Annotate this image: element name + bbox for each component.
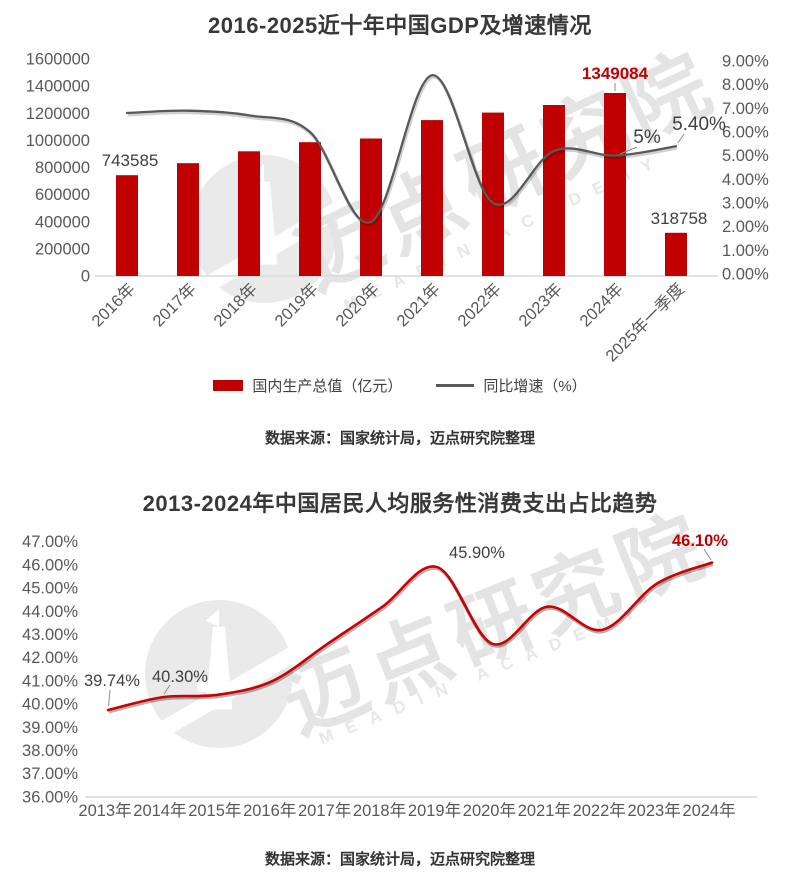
growth-line bbox=[125, 74, 678, 224]
gdp-bar bbox=[360, 138, 382, 276]
right-axis-tick-label: 9.00% bbox=[722, 53, 769, 71]
y-axis-tick-label: 45.00% bbox=[22, 580, 78, 598]
right-axis-tick-label: 0.00% bbox=[722, 266, 769, 284]
left-axis-tick-label: 1600000 bbox=[26, 51, 90, 69]
left-axis-tick-label: 800000 bbox=[35, 159, 90, 177]
x-axis-tick-label: 2022年 bbox=[454, 279, 505, 330]
line-data-label: 5% bbox=[633, 127, 661, 148]
y-axis-tick-label: 39.00% bbox=[22, 719, 78, 737]
gdp-chart-legend: 国内生产总值（亿元） 同比增速（%） bbox=[0, 375, 800, 395]
gdp-combo-chart: 0 200000 400000 600000 800000 1000000 1200000 1… bbox=[26, 51, 769, 366]
y-axis-tick-label: 40.00% bbox=[22, 696, 78, 714]
y-axis-tick-label: 37.00% bbox=[22, 765, 78, 783]
point-data-label: 46.10% bbox=[672, 532, 728, 550]
bar-data-label: 318758 bbox=[651, 209, 708, 228]
x-axis-tick-label: 2024年 bbox=[576, 279, 627, 330]
gdp-bar bbox=[116, 175, 138, 276]
point-data-label: 40.30% bbox=[152, 668, 208, 686]
x-axis-tick-label: 2019年 bbox=[271, 279, 322, 330]
y-axis-tick-label: 43.00% bbox=[22, 626, 78, 644]
data-source-note: 数据来源：国家统计局，迈点研究院整理 bbox=[264, 851, 535, 868]
bar-data-label: 743585 bbox=[102, 151, 159, 170]
right-axis-tick-label: 5.00% bbox=[722, 147, 769, 165]
x-axis-tick-label: 2020年 bbox=[332, 279, 383, 330]
left-axis-tick-label: 200000 bbox=[35, 240, 90, 258]
service-share-line-chart: 47.00% 46.00% 45.00% 44.00% 43.00% 42.00% 41.0… bbox=[22, 532, 757, 820]
point-data-label: 39.74% bbox=[84, 672, 140, 690]
data-source-note: 数据来源：国家统计局，迈点研究院整理 bbox=[264, 430, 535, 447]
legend-bar-swatch bbox=[213, 379, 244, 391]
right-axis-tick-label: 8.00% bbox=[722, 76, 769, 94]
x-axis-tick-label: 2019年 bbox=[408, 801, 461, 820]
x-axis-tick-label: 2024年 bbox=[682, 801, 735, 820]
y-axis-tick-label: 44.00% bbox=[22, 603, 78, 621]
x-axis-tick-label: 2018年 bbox=[210, 279, 261, 330]
gdp-bar bbox=[238, 151, 260, 276]
x-axis-tick-label: 2017年 bbox=[149, 279, 200, 330]
gdp-bar bbox=[604, 93, 626, 276]
point-data-label: 45.90% bbox=[449, 544, 505, 562]
left-axis-tick-label: 1000000 bbox=[26, 132, 90, 150]
line-data-label: 5.40% bbox=[672, 114, 726, 135]
x-axis-tick-label: 2020年 bbox=[463, 801, 516, 820]
right-axis-tick-label: 4.00% bbox=[722, 171, 769, 189]
gdp-bar bbox=[421, 120, 443, 276]
right-axis-tick-label: 7.00% bbox=[722, 100, 769, 118]
y-axis-tick-label: 47.00% bbox=[22, 533, 78, 551]
x-axis-tick-label: 2023年 bbox=[515, 279, 566, 330]
y-axis-tick-label: 36.00% bbox=[22, 788, 78, 806]
x-axis-tick-label: 2023年 bbox=[627, 801, 680, 820]
x-axis-tick-label: 2015年 bbox=[188, 801, 241, 820]
y-axis-tick-label: 42.00% bbox=[22, 649, 78, 667]
x-axis-tick-label: 2016年 bbox=[88, 279, 139, 330]
right-axis-tick-label: 3.00% bbox=[722, 195, 769, 213]
left-axis-tick-label: 1200000 bbox=[26, 105, 90, 123]
right-axis-tick-label: 1.00% bbox=[722, 242, 769, 260]
gdp-bar bbox=[665, 232, 687, 276]
left-axis-tick-label: 600000 bbox=[35, 186, 90, 204]
left-axis-tick-label: 400000 bbox=[35, 213, 90, 231]
y-axis-tick-label: 38.00% bbox=[22, 742, 78, 760]
left-axis-tick-label: 0 bbox=[81, 268, 90, 286]
legend-bar-label: 国内生产总值（亿元） bbox=[252, 377, 403, 395]
right-axis-tick-label: 2.00% bbox=[722, 218, 769, 236]
right-axis-tick-label: 6.00% bbox=[722, 124, 769, 142]
y-axis-tick-label: 46.00% bbox=[22, 556, 78, 574]
gdp-bar bbox=[543, 105, 565, 276]
x-axis-tick-label: 2022年 bbox=[573, 801, 626, 820]
label-leader-line bbox=[163, 684, 171, 695]
gdp-bar bbox=[177, 163, 199, 276]
service-chart-title: 2013-2024年中国居民人均服务性消费支出占比趋势 bbox=[142, 491, 658, 516]
x-axis-tick-label: 2021年 bbox=[518, 801, 571, 820]
x-axis-tick-label: 2016年 bbox=[243, 801, 296, 820]
gdp-chart-title: 2016-2025近十年中国GDP及增速情况 bbox=[208, 13, 592, 38]
label-leader-line bbox=[108, 689, 111, 707]
x-axis-tick-label: 2021年 bbox=[393, 279, 444, 330]
legend-line-swatch bbox=[436, 383, 475, 387]
label-leader-line bbox=[619, 146, 638, 155]
label-leader-line bbox=[703, 548, 712, 561]
label-leader-line bbox=[677, 133, 685, 144]
left-axis-tick-label: 1400000 bbox=[26, 78, 90, 96]
x-axis-tick-label: 2017年 bbox=[298, 801, 351, 820]
x-axis-tick-label: 2018年 bbox=[353, 801, 406, 820]
legend-line-label: 同比增速（%） bbox=[483, 377, 587, 395]
y-axis-tick-label: 41.00% bbox=[22, 672, 78, 690]
bar-data-label: 1349084 bbox=[582, 64, 649, 83]
x-axis-tick-label: 2014年 bbox=[133, 801, 186, 820]
gdp-bar bbox=[482, 112, 504, 276]
x-axis-tick-label: 2013年 bbox=[78, 801, 131, 820]
gdp-bar bbox=[299, 142, 321, 276]
trend-line-shadow bbox=[108, 562, 714, 714]
growth-line-shadow bbox=[127, 75, 678, 226]
